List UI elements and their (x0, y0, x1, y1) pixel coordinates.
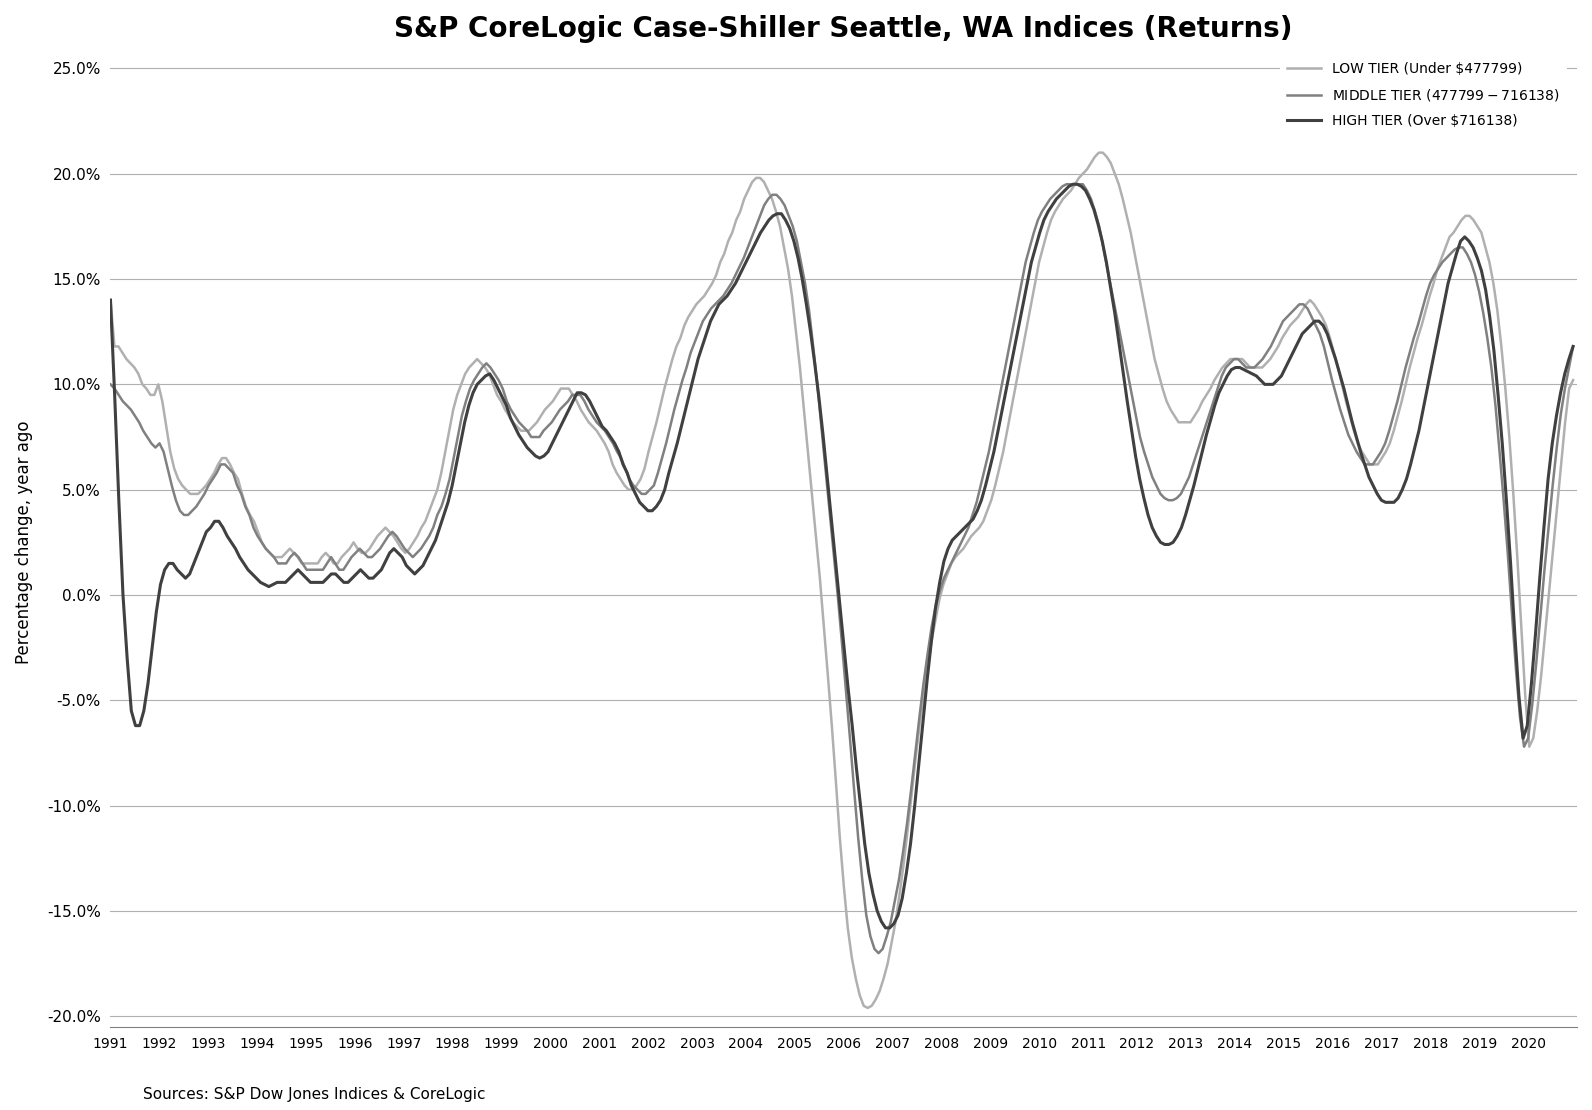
LOW TIER (Under $477799) (1296, 297, 1315, 311)
HIGH TIER (Over $716138) (1527, 626, 1546, 639)
LOW TIER (Under $477799) (180, 487, 199, 501)
LOW TIER (Under $477799) (858, 1001, 877, 1015)
Line: LOW TIER (Under $477799): LOW TIER (Under $477799) (110, 153, 1573, 1008)
LOW TIER (Under $477799) (100, 293, 119, 306)
LOW TIER (Under $477799) (1081, 157, 1100, 170)
HIGH TIER (Over $716138) (401, 563, 420, 576)
MIDDLE TIER ($477799 - $716138) (298, 563, 317, 576)
MIDDLE TIER ($477799 - $716138) (869, 947, 888, 960)
Legend: LOW TIER (Under $477799), MIDDLE TIER ($477799 - $716138), HIGH TIER (Over $7161: LOW TIER (Under $477799), MIDDLE TIER ($… (1280, 56, 1567, 135)
MIDDLE TIER ($477799 - $716138) (1167, 492, 1186, 505)
HIGH TIER (Over $716138) (680, 386, 699, 400)
Y-axis label: Percentage change, year ago: Percentage change, year ago (14, 421, 33, 664)
MIDDLE TIER ($477799 - $716138) (950, 538, 970, 552)
HIGH TIER (Over $716138) (409, 563, 428, 576)
LOW TIER (Under $477799) (511, 424, 530, 437)
HIGH TIER (Over $716138) (710, 297, 729, 311)
HIGH TIER (Over $716138) (1063, 178, 1083, 191)
HIGH TIER (Over $716138) (100, 293, 119, 306)
Line: MIDDLE TIER ($477799 - $716138): MIDDLE TIER ($477799 - $716138) (110, 184, 1573, 953)
LOW TIER (Under $477799) (1089, 147, 1108, 160)
Text: Sources: S&P Dow Jones Indices & CoreLogic: Sources: S&P Dow Jones Indices & CoreLog… (143, 1087, 486, 1102)
HIGH TIER (Over $716138) (876, 921, 895, 935)
Title: S&P CoreLogic Case-Shiller Seattle, WA Indices (Returns): S&P CoreLogic Case-Shiller Seattle, WA I… (395, 16, 1293, 43)
MIDDLE TIER ($477799 - $716138) (1135, 445, 1154, 458)
LOW TIER (Under $477799) (209, 457, 228, 471)
MIDDLE TIER ($477799 - $716138) (1290, 297, 1309, 311)
MIDDLE TIER ($477799 - $716138) (1057, 178, 1076, 191)
LOW TIER (Under $477799) (312, 551, 331, 564)
MIDDLE TIER ($477799 - $716138) (1563, 340, 1582, 353)
Line: HIGH TIER (Over $716138): HIGH TIER (Over $716138) (110, 184, 1573, 928)
MIDDLE TIER ($477799 - $716138) (1331, 403, 1350, 416)
HIGH TIER (Over $716138) (1563, 340, 1582, 353)
HIGH TIER (Over $716138) (239, 563, 258, 576)
LOW TIER (Under $477799) (1563, 373, 1582, 386)
MIDDLE TIER ($477799 - $716138) (100, 377, 119, 391)
